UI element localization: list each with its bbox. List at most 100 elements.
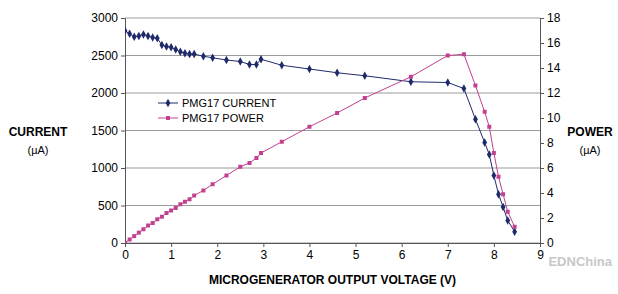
marker [496,190,501,198]
tick-mark [540,93,544,94]
marker [462,52,466,56]
marker [132,234,136,238]
tick: 3 [260,243,267,262]
marker [307,125,311,129]
tick-mark [121,206,125,207]
tick-label: 4 [307,248,314,262]
marker [247,60,252,68]
marker [211,182,215,186]
marker [487,150,492,158]
watermark: EDNChina [548,254,612,269]
legend-label: PMG17 CURRENT [182,97,276,109]
tick: 10 [540,111,561,125]
tick: 8 [540,136,554,150]
tick: 8 [491,243,498,262]
tick-mark [263,243,264,247]
marker [483,110,487,114]
tick-mark [448,243,449,247]
marker [210,54,215,62]
tick-mark [121,131,125,132]
tick: 1 [168,243,175,262]
grid-line [125,55,540,56]
marker [125,27,127,35]
marker [173,45,178,53]
tick: 18 [540,11,561,25]
tick-label: 0 [111,236,118,250]
tick-mark [540,118,544,119]
tick-label: 1000 [91,161,118,175]
tick-label: 9 [537,248,544,262]
tick: 0 [111,236,125,250]
tick-label: 2500 [91,49,118,63]
tick-label: 500 [98,199,118,213]
marker [178,48,183,56]
grid-line [125,168,540,169]
tick: 12 [540,86,561,100]
marker [159,41,164,49]
marker [408,78,413,86]
tick-label: 18 [547,11,561,25]
legend-marker [166,116,170,120]
legend-marker [166,99,171,107]
tick-label: 1500 [91,124,118,138]
marker [224,174,228,178]
tick: 7 [445,243,452,262]
marker [482,138,487,146]
tick-label: 16 [547,36,561,50]
tick-mark [540,168,544,169]
marker [335,111,339,115]
marker [127,30,132,38]
tick-label: 7 [445,248,452,262]
tick: 2 [540,211,554,225]
axis-title: POWER [567,125,613,139]
marker [160,215,164,219]
marker [362,72,367,80]
tick: 2500 [91,49,125,63]
tick: 1000 [91,161,125,175]
tick-mark [540,193,544,194]
x-axis: 0 1 2 3 4 5 6 7 8 9 [122,243,544,262]
tick: 5 [353,243,360,262]
tick: 1500 [91,124,125,138]
tick-label: 0 [547,236,554,250]
marker [491,171,496,179]
marker [505,216,510,224]
axis-title: CURRENT [9,125,68,139]
marker [150,33,155,41]
legend-label: PMG17 POWER [182,112,264,124]
tick-mark [121,243,125,244]
grid [125,18,540,243]
tick-mark [171,243,172,247]
tick-mark [309,243,310,247]
tick: 9 [537,243,544,262]
marker [187,50,192,58]
marker [224,56,229,64]
tick-label: 1 [168,248,175,262]
axis-line [541,19,545,244]
tick-label: 10 [547,111,561,125]
tick: 6 [399,243,406,262]
tick-label: 4 [547,186,554,200]
tick-label: 2 [214,248,221,262]
marker [492,151,496,155]
marker [248,161,252,165]
marker [238,165,242,169]
tick-label: 3 [260,248,267,262]
marker [169,209,173,213]
marker [335,69,340,77]
marker [178,202,182,206]
x-axis-title: MICROGENERATOR OUTPUT VOLTAGE (V) [209,273,456,287]
marker [136,32,141,40]
tick-mark [121,93,125,94]
y-axis: 050010001500200025003000 [91,11,125,250]
tick: 2 [214,243,221,262]
marker [445,78,450,86]
marker [512,228,517,236]
marker [487,125,491,129]
marker [165,211,169,215]
tick-mark [356,243,357,247]
tick-mark [217,243,218,247]
tick: 0 [122,243,129,262]
tick-mark [540,243,544,244]
marker [473,84,477,88]
